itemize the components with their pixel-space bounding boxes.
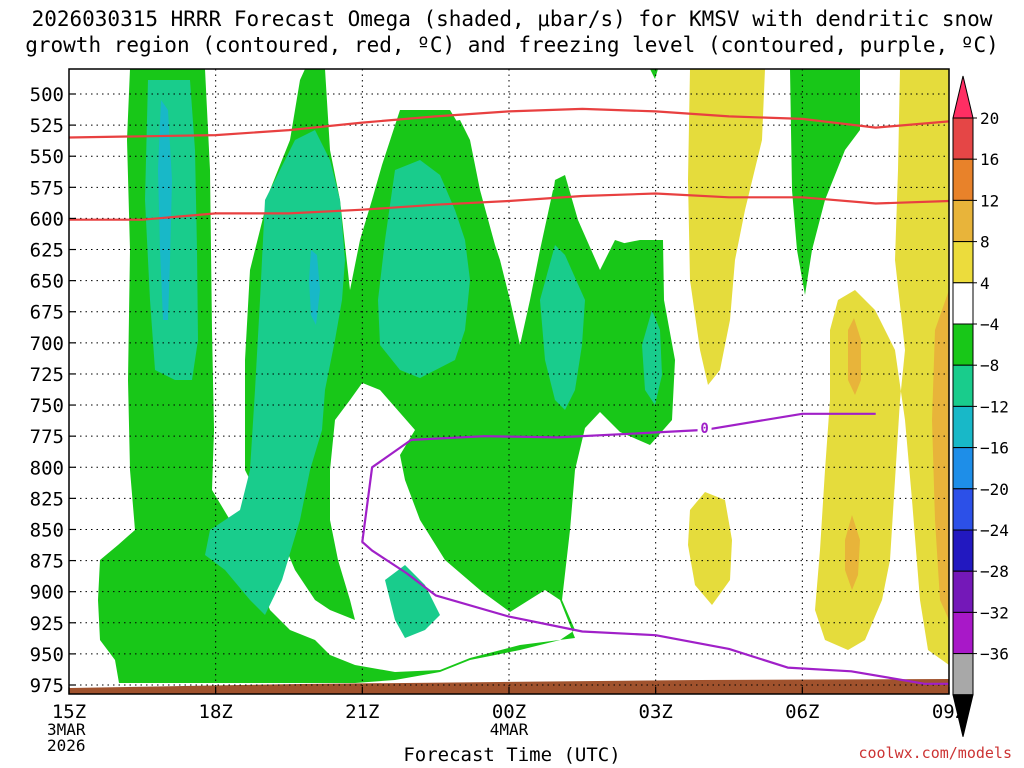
contour-label-bg	[697, 418, 712, 435]
omega-cyan-region-1	[158, 100, 172, 320]
colorbar-bottom-arrow	[952, 694, 974, 737]
colorbar-label: −16	[980, 439, 1009, 458]
omega-teal-region-2	[205, 130, 345, 615]
y-tick-label: 625	[30, 240, 64, 262]
omega-teal-region-1	[145, 80, 198, 380]
colorbar-segment	[952, 282, 974, 325]
colorbar-label: 20	[980, 109, 999, 128]
colorbar-segment	[952, 323, 974, 366]
colorbar-segment	[952, 611, 974, 655]
omega-orange-region-3	[932, 290, 949, 620]
y-tick-label: 975	[30, 675, 64, 697]
chart-title-line-1: 2026030315 HRRR Forecast Omega (shaded, …	[31, 7, 993, 31]
omega-orange-region-2	[845, 515, 860, 590]
colorbar-label: −4	[980, 315, 999, 334]
y-tick-label: 800	[30, 457, 64, 479]
omega-green-region-1	[98, 69, 675, 683]
colorbar-segment	[952, 199, 974, 243]
y-tick-label: 725	[30, 364, 64, 386]
y-tick-label: 775	[30, 426, 64, 448]
y-tick-label: 925	[30, 613, 64, 635]
omega-teal-region-4	[540, 245, 585, 410]
y-tick-label: 525	[30, 115, 64, 137]
omega-yellow-region-2	[688, 492, 732, 605]
colorbar-top-arrow	[952, 75, 974, 119]
contour-line	[361, 412, 949, 685]
colorbar-label: −12	[980, 397, 1009, 416]
colorbar-segment	[952, 447, 974, 490]
omega-green-region-3	[650, 69, 658, 79]
colorbar-label: −36	[980, 645, 1009, 664]
colorbar-segment	[952, 158, 974, 201]
x-tick-sublabel: 3MAR	[47, 720, 86, 739]
colorbar-label: 8	[980, 233, 990, 252]
x-tick-label: 21Z	[345, 701, 379, 723]
colorbar-label: 12	[980, 191, 999, 210]
colorbar-segment	[952, 364, 974, 407]
colorbar-segment	[952, 241, 974, 284]
x-tick-sublabel-year: 2026	[47, 736, 86, 755]
omega-cyan-region-2	[309, 250, 320, 325]
y-tick-label: 900	[30, 582, 64, 604]
y-tick-label: 500	[30, 84, 64, 106]
colorbar-segment	[952, 653, 974, 696]
chart-title-line-2: growth region (contoured, red, ºC) and f…	[25, 33, 999, 57]
y-tick-label: 875	[30, 551, 64, 573]
colorbar-segment	[952, 570, 974, 613]
y-tick-label: 600	[30, 208, 64, 230]
x-tick-label: 03Z	[639, 701, 673, 723]
omega-teal-region-6	[385, 565, 440, 638]
omega-green-region-2	[790, 69, 860, 295]
colorbar-segment	[952, 405, 974, 449]
y-axis: 500 525 550 575 600 625 650 675 700 725 750 775 800 8…	[30, 84, 76, 697]
colorbar-segment	[952, 529, 974, 572]
y-tick-label: 575	[30, 177, 64, 199]
contour-line	[69, 192, 949, 221]
colorbar-segment	[952, 488, 974, 531]
omega-yellow-region-3	[815, 69, 949, 665]
colorbar-label: −24	[980, 521, 1009, 540]
omega-shading	[69, 69, 949, 694]
colorbar-label: −20	[980, 480, 1009, 499]
omega-teal-region-5	[642, 310, 662, 405]
colorbar-label: 4	[980, 274, 990, 293]
y-tick-label: 675	[30, 302, 64, 324]
colorbar-segment	[952, 117, 974, 160]
contour-lines: 0	[69, 107, 949, 685]
credit-text: coolwx.com/models	[858, 744, 1012, 762]
x-axis-title: Forecast Time (UTC)	[403, 744, 621, 766]
contour-label: 0	[700, 421, 708, 437]
y-tick-label: 550	[30, 146, 64, 168]
omega-teal-region-3	[378, 160, 470, 378]
colorbar-label: −32	[980, 603, 1009, 622]
x-tick-label: 06Z	[785, 701, 819, 723]
colorbar-label: −8	[980, 356, 999, 375]
y-tick-label: 825	[30, 488, 64, 510]
y-tick-label: 700	[30, 333, 64, 355]
colorbar-label: −28	[980, 562, 1009, 581]
omega-yellow-region-1	[688, 69, 765, 385]
y-tick-label: 750	[30, 395, 64, 417]
omega-orange-region-1	[848, 318, 861, 395]
x-tick-label: 00Z	[492, 701, 526, 723]
y-tick-label: 850	[30, 519, 64, 541]
x-tick-sublabel: 4MAR	[490, 720, 529, 739]
x-tick-label: 15Z	[52, 701, 86, 723]
x-tick-label: 18Z	[199, 701, 233, 723]
colorbar-label: 16	[980, 150, 999, 169]
colorbar: 20 16 12 8 4 −4 −8 −12 −16 −20 −24 −28 −32 −36	[952, 75, 1009, 737]
y-tick-label: 650	[30, 271, 64, 293]
contour-line	[69, 107, 949, 139]
y-tick-label: 950	[30, 644, 64, 666]
